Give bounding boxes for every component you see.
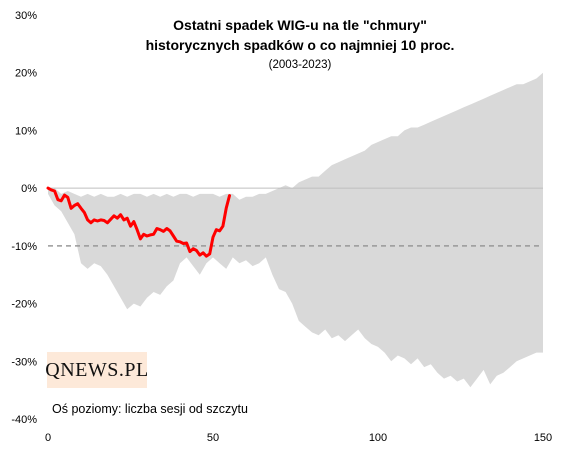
series-line-0	[46, 186, 231, 258]
chart-title-line2: historycznych spadków o co najmniej 10 p…	[145, 37, 455, 53]
chart-subtitle: (2003-2023)	[268, 59, 332, 71]
y-tick-label: 10%	[15, 125, 37, 137]
x-tick-label: 150	[534, 432, 552, 444]
y-tick-label: 30%	[15, 10, 37, 22]
y-tick-label: -40%	[11, 414, 37, 426]
series-layer	[46, 186, 231, 258]
cloud-area	[48, 72, 543, 388]
qnews-logo: QNEWS.PL	[45, 352, 149, 388]
y-tick-label: -30%	[11, 356, 37, 368]
y-tick-label: -10%	[11, 241, 37, 253]
x-axis-ticks: 0 50 100 150	[45, 432, 552, 444]
y-axis-ticks: 30% 20% 10% 0% -10% -20% -30% -40%	[11, 10, 37, 426]
x-tick-label: 100	[369, 432, 387, 444]
chart-title-line1: Ostatni spadek WIG-u na tle "chmury"	[173, 17, 427, 33]
x-tick-label: 0	[45, 432, 51, 444]
cloud-area-layer	[48, 72, 543, 388]
y-tick-label: 20%	[15, 68, 37, 80]
x-tick-label: 50	[207, 432, 219, 444]
y-tick-label: -20%	[11, 299, 37, 311]
y-tick-label: 0%	[21, 183, 37, 195]
logo-text: QNEWS.PL	[45, 358, 149, 381]
x-axis-note: Oś poziomy: liczba sesji od szczytu	[52, 402, 248, 416]
